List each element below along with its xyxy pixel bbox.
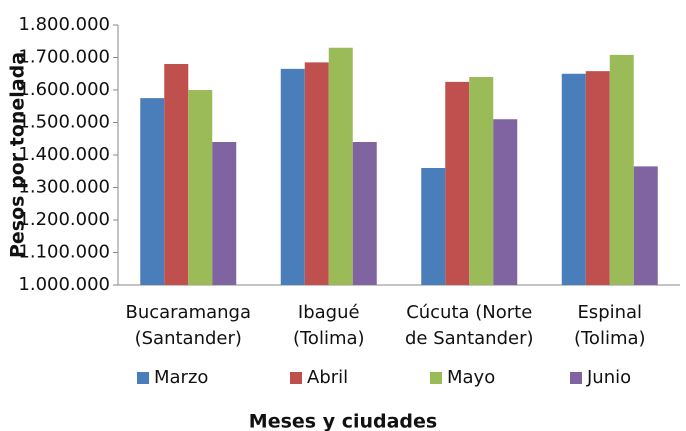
- bar: [304, 62, 329, 285]
- legend-label: Mayo: [447, 367, 495, 388]
- x-tick-label: Bucaramanga: [125, 302, 251, 323]
- bar: [609, 54, 634, 286]
- legend-swatch: [570, 372, 582, 384]
- y-tick-label: 1.600.000: [18, 79, 110, 100]
- y-tick-label: 1.000.000: [18, 274, 110, 295]
- x-tick-label: (Santander): [135, 328, 242, 349]
- bar: [328, 47, 353, 285]
- x-tick-label: (Tolima): [293, 328, 365, 349]
- legend-label: Marzo: [154, 367, 208, 388]
- bar: [140, 98, 165, 285]
- legend-label: Abril: [307, 367, 348, 388]
- bar: [421, 168, 446, 285]
- y-tick-label: 1.400.000: [18, 144, 110, 165]
- bar: [188, 90, 213, 285]
- y-tick-label: 1.500.000: [18, 112, 110, 133]
- y-tick-label: 1.100.000: [18, 242, 110, 263]
- legend-swatch: [430, 372, 442, 384]
- legend-swatch: [290, 372, 302, 384]
- bar: [445, 81, 470, 285]
- bar: [352, 142, 377, 285]
- y-tick-label: 1.200.000: [18, 209, 110, 230]
- x-axis-label: Meses y ciudades: [249, 411, 437, 431]
- y-axis-label: Pesos por tonelada: [7, 52, 29, 258]
- bar: [469, 77, 494, 285]
- y-tick-label: 1.300.000: [18, 177, 110, 198]
- x-tick-label: Ibagué: [298, 302, 360, 323]
- bar: [633, 166, 658, 285]
- legend-swatch: [137, 372, 149, 384]
- bar: [212, 142, 237, 285]
- y-tick-label: 1.700.000: [18, 47, 110, 68]
- legend-label: Junio: [586, 367, 631, 388]
- bar: [280, 68, 305, 285]
- x-tick-label: Cúcuta (Norte: [406, 302, 532, 323]
- bar: [493, 119, 518, 285]
- bar: [164, 64, 189, 285]
- bar: [561, 73, 586, 285]
- x-tick-label: (Tolima): [574, 328, 646, 349]
- x-tick-label: Espinal: [577, 302, 642, 323]
- y-tick-label: 1.800.000: [18, 14, 110, 35]
- bar: [585, 71, 610, 286]
- x-tick-label: de Santander): [405, 328, 534, 349]
